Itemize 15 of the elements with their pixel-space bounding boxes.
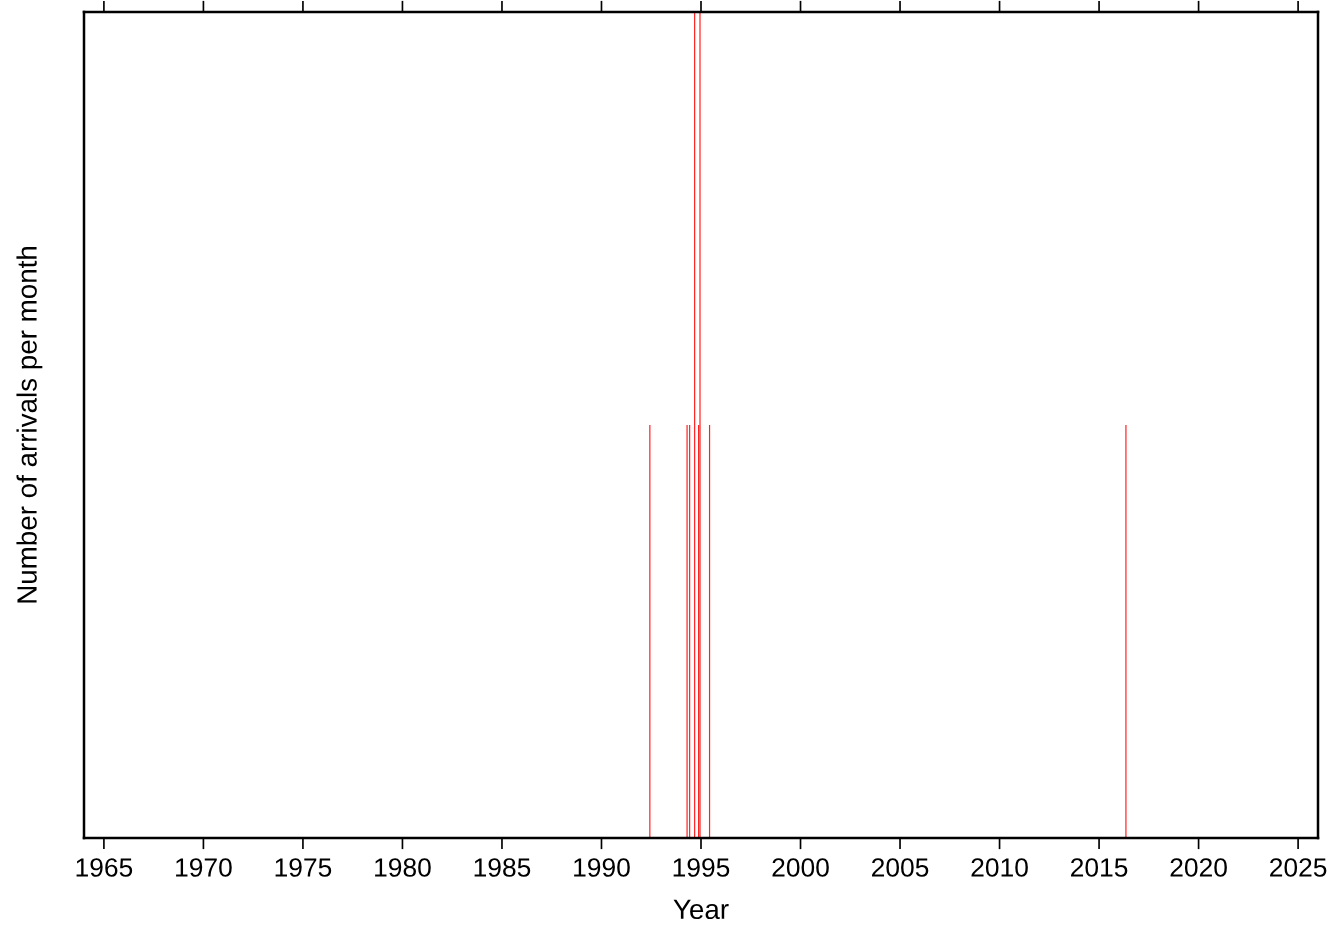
- y-axis-title: Number of arrivals per month: [16, 246, 43, 603]
- x-tick-label: 1980: [375, 858, 431, 877]
- x-tick-label: 2005: [872, 858, 929, 877]
- x-tick-label: 1975: [275, 858, 332, 877]
- x-axis-title: Year: [673, 899, 729, 920]
- x-tick-label: 2010: [971, 858, 1028, 877]
- x-tick-label: 2025: [1270, 858, 1327, 877]
- x-tick-label: 1970: [176, 858, 232, 877]
- x-tick-label: 2020: [1170, 858, 1227, 877]
- x-tick-label: 1985: [474, 858, 531, 877]
- x-tick-label: 1995: [673, 858, 730, 877]
- x-tick-label: 2000: [772, 858, 829, 877]
- x-tick-label: 1965: [76, 858, 133, 877]
- x-tick-label: 2015: [1071, 858, 1128, 877]
- x-tick-label: 1990: [574, 858, 630, 877]
